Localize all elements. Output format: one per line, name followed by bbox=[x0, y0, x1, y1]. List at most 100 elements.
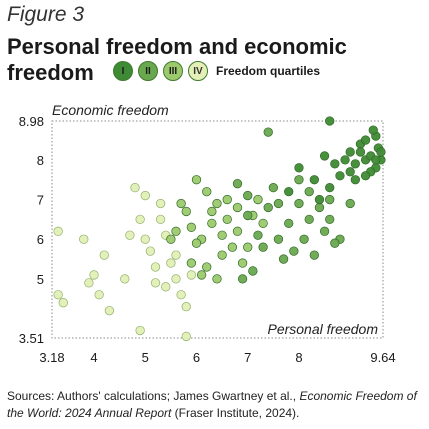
x-tick-label-6: 9.64 bbox=[370, 350, 395, 365]
point-q3-0 bbox=[202, 186, 212, 197]
figure-label: Figure 3 bbox=[7, 3, 85, 26]
point-q2-8 bbox=[325, 214, 335, 225]
point-q2-18 bbox=[237, 274, 248, 284]
chart-title: Personal freedom and economic bbox=[7, 34, 347, 59]
point-q3-27 bbox=[186, 222, 197, 232]
point-q1-27 bbox=[371, 155, 381, 165]
legend-text: Freedom quartiles bbox=[216, 64, 321, 78]
point-q3-18 bbox=[191, 175, 202, 185]
point-q3-24 bbox=[227, 242, 238, 252]
legend-marker-2: II bbox=[138, 61, 158, 81]
point-q2-5 bbox=[304, 214, 314, 225]
legend-marker-1: I bbox=[113, 61, 133, 81]
point-q3-15 bbox=[212, 274, 222, 284]
x-tick-label-5: 8 bbox=[295, 350, 302, 365]
point-q2-26 bbox=[232, 179, 243, 189]
x-tick-label-1: 4 bbox=[90, 350, 97, 365]
point-q2-3 bbox=[284, 218, 294, 229]
source-suffix: (Fraser Institute, 2024). bbox=[171, 406, 300, 420]
point-q2-17 bbox=[248, 266, 258, 276]
point-q4-1 bbox=[53, 290, 63, 300]
point-q4-4 bbox=[94, 290, 104, 300]
point-q4-5 bbox=[104, 305, 115, 316]
point-q2-10 bbox=[253, 230, 263, 240]
point-q1-1 bbox=[319, 151, 330, 161]
point-q4-18 bbox=[171, 250, 181, 260]
point-q2-0 bbox=[263, 127, 273, 137]
point-q3-10 bbox=[171, 226, 181, 236]
y-tick-label-3: 6 bbox=[37, 232, 44, 247]
point-q3-3 bbox=[232, 226, 243, 236]
plot-frame bbox=[51, 120, 384, 339]
point-q2-4 bbox=[294, 198, 304, 209]
point-q2-24 bbox=[345, 198, 355, 209]
point-q4-2 bbox=[58, 298, 68, 308]
source-prefix: Sources: Authors' calculations; James Gw… bbox=[7, 389, 300, 403]
point-q1-3 bbox=[335, 171, 345, 181]
point-q2-25 bbox=[243, 190, 253, 201]
point-q4-20 bbox=[181, 302, 191, 312]
source-note: Sources: Authors' calculations; James Gw… bbox=[7, 388, 425, 422]
point-q4-25 bbox=[140, 190, 150, 201]
point-q1-22 bbox=[325, 182, 335, 193]
point-q4-21 bbox=[186, 270, 197, 280]
y-tick-label-0: 8.98 bbox=[19, 114, 44, 129]
point-q2-2 bbox=[273, 198, 284, 209]
point-q2-22 bbox=[263, 202, 273, 213]
point-q4-26 bbox=[155, 198, 166, 209]
point-q4-14 bbox=[150, 278, 161, 288]
point-q4-13 bbox=[150, 262, 161, 272]
point-q4-6 bbox=[89, 270, 99, 280]
point-q2-20 bbox=[294, 175, 304, 185]
point-q1-19 bbox=[294, 163, 304, 173]
point-q1-2 bbox=[330, 159, 340, 169]
point-q4-7 bbox=[99, 250, 109, 260]
point-q3-8 bbox=[191, 238, 202, 248]
point-q2-27 bbox=[325, 194, 335, 205]
y-tick-label-2: 7 bbox=[37, 193, 44, 208]
point-q4-24 bbox=[125, 230, 135, 240]
point-q2-16 bbox=[309, 250, 319, 260]
point-q3-2 bbox=[222, 214, 232, 225]
point-q4-15 bbox=[155, 214, 166, 225]
point-q1-15 bbox=[360, 135, 371, 145]
point-q4-0 bbox=[53, 226, 63, 236]
point-q2-11 bbox=[243, 210, 253, 221]
point-q2-23 bbox=[330, 238, 340, 248]
y-tick-label-5: 3.51 bbox=[19, 331, 44, 346]
legend-marker-4: IV bbox=[188, 61, 208, 81]
point-q3-7 bbox=[217, 250, 227, 260]
point-q2-1 bbox=[268, 182, 278, 193]
scatter-chart: 3.18 4 5 6 7 8 9.64 8.98 8 7 6 5 3.51 Economic freedo… bbox=[19, 102, 396, 365]
point-q3-12 bbox=[222, 194, 232, 205]
point-q1-4 bbox=[340, 155, 350, 165]
x-tick-label-0: 3.18 bbox=[39, 350, 64, 365]
point-q3-26 bbox=[258, 218, 268, 229]
point-q1-6 bbox=[350, 159, 360, 169]
point-q3-6 bbox=[207, 218, 217, 229]
point-q3-14 bbox=[237, 258, 248, 268]
point-q3-21 bbox=[217, 230, 227, 240]
point-q4-28 bbox=[171, 274, 181, 284]
point-q2-14 bbox=[289, 246, 299, 256]
point-q4-17 bbox=[166, 258, 176, 268]
point-q3-16 bbox=[202, 262, 212, 272]
y-tick-label-1: 8 bbox=[37, 153, 44, 168]
point-q1-16 bbox=[355, 147, 366, 157]
chart-title-line2: freedom bbox=[7, 60, 94, 85]
point-q4-16 bbox=[161, 282, 171, 292]
y-axis-label: Economic freedom bbox=[52, 102, 169, 118]
point-q1-17 bbox=[345, 167, 355, 177]
source-title: Economic Freedom of the World: 2024 Annu… bbox=[7, 389, 417, 420]
point-q1-24 bbox=[314, 194, 325, 205]
point-q4-19 bbox=[176, 290, 186, 300]
point-q4-23 bbox=[135, 325, 145, 336]
point-q4-11 bbox=[140, 234, 150, 244]
point-q3-19 bbox=[232, 202, 243, 213]
point-q1-25 bbox=[376, 147, 386, 157]
point-q4-10 bbox=[135, 214, 145, 225]
point-q2-12 bbox=[258, 242, 268, 252]
x-axis-label: Personal freedom bbox=[267, 321, 378, 337]
point-q3-11 bbox=[186, 258, 197, 268]
legend-marker-3: III bbox=[163, 61, 183, 81]
